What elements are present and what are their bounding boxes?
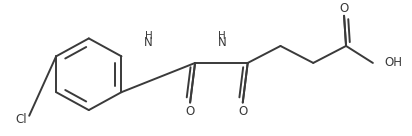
Text: OH: OH	[385, 56, 403, 69]
Text: H: H	[145, 31, 152, 41]
Text: O: O	[339, 2, 349, 15]
Text: N: N	[144, 36, 153, 49]
Text: N: N	[218, 36, 226, 49]
Text: O: O	[185, 106, 195, 118]
Text: H: H	[218, 31, 226, 41]
Text: O: O	[238, 106, 247, 118]
Text: Cl: Cl	[15, 113, 27, 126]
